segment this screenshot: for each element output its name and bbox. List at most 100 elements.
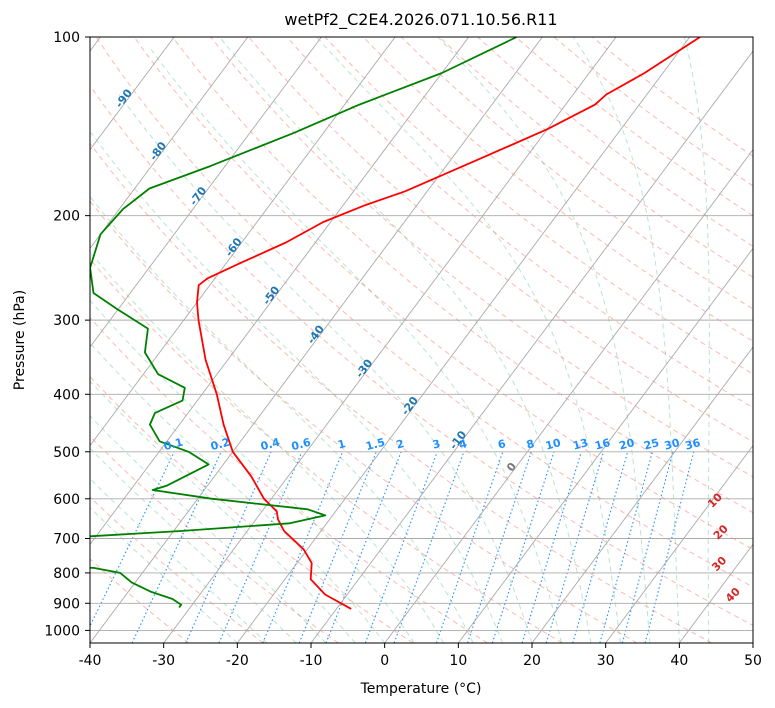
mixing-ratio-line <box>218 451 303 643</box>
x-tick-label: 50 <box>744 653 762 669</box>
moist-adiabat-line <box>90 342 386 643</box>
dry-adiabat-line <box>400 37 753 310</box>
x-tick-label: -20 <box>226 653 249 669</box>
x-tick-label: 0 <box>380 653 389 669</box>
moist-adiabat-line <box>90 251 445 643</box>
isobars <box>90 37 753 631</box>
isotherm-label: -70 <box>187 184 210 208</box>
isotherm-line <box>310 50 753 643</box>
dry-adiabat-line <box>90 558 190 643</box>
y-tick-label: 300 <box>53 313 80 329</box>
moist-adiabat-line <box>219 37 592 643</box>
isotherm-label: 0 <box>504 460 519 474</box>
plot-frame <box>89 36 754 644</box>
y-tick-label: 500 <box>53 445 80 461</box>
moist-adiabat-line <box>316 37 621 643</box>
theta-label: 20 <box>711 522 731 542</box>
mixing-ratio-label: 0.2 <box>209 436 231 454</box>
isotherm-label: -80 <box>147 139 170 163</box>
dry-adiabat-line <box>90 142 712 643</box>
y-tick-label: 900 <box>53 596 80 612</box>
moist-adiabat-line <box>90 132 503 643</box>
isotherm-line <box>457 247 753 643</box>
mixing-ratio-lines <box>90 451 695 643</box>
mixing-ratio-line <box>545 451 604 643</box>
x-tick-label: -40 <box>79 653 102 669</box>
mixing-ratio-line <box>185 451 272 643</box>
profiles <box>90 37 701 610</box>
moist-adiabat-line <box>118 94 533 643</box>
mixing-ratio-label: 2 <box>395 437 406 452</box>
plot-area: -100-90-80-70-60-50-40-30-20-100 0.1 0.2 0… <box>90 37 753 643</box>
mixing-ratio-label: 1 <box>336 437 347 452</box>
y-tick-label: 600 <box>53 492 80 508</box>
x-tick-label: 20 <box>523 653 541 669</box>
dry-adiabats <box>90 37 753 643</box>
dry-adiabat-line <box>90 200 638 643</box>
moist-adiabat-line <box>150 49 562 643</box>
mixing-ratio-label: 30 <box>663 436 681 453</box>
isotherm-line <box>531 346 753 643</box>
x-tick-label: 30 <box>597 653 615 669</box>
isotherm-label: -40 <box>305 323 328 347</box>
isotherm-line <box>752 642 753 643</box>
dry-adiabat-line <box>210 37 753 478</box>
mixing-ratio-label: 20 <box>618 436 636 453</box>
x-axis-label: Temperature (°C) <box>360 681 482 697</box>
mixing-ratio-line <box>131 451 222 643</box>
x-tick-label: -10 <box>300 653 323 669</box>
moist-adiabat-line <box>90 380 356 643</box>
mixing-ratio-label: 10 <box>544 436 562 453</box>
mixing-ratio-label: 0.4 <box>259 436 282 454</box>
isotherm-line <box>90 37 175 151</box>
x-tick-label: -30 <box>152 653 175 669</box>
mixing-ratio-line <box>325 451 402 643</box>
dry-adiabat-line <box>553 37 753 187</box>
mixing-ratio-label: 3 <box>431 437 442 452</box>
y-tick-label: 800 <box>53 566 80 582</box>
isotherms <box>90 37 753 643</box>
isotherm-line <box>163 37 617 643</box>
dewpoint-profile-line <box>90 37 518 609</box>
mixing-ratio-line <box>298 451 377 643</box>
moist-adiabat-line <box>437 37 651 643</box>
dry-adiabat-line <box>362 37 753 342</box>
isotherm-labels: -100-90-80-70-60-50-40-30-20-100 <box>90 44 519 474</box>
theta-label: 40 <box>723 585 743 605</box>
isotherm-line <box>236 37 691 643</box>
mixing-ratio-line <box>572 451 629 643</box>
dry-adiabat-line <box>90 258 563 643</box>
y-axis: 100 200 300 400 500 600 700 800 900 1000 <box>44 30 90 639</box>
isotherm-line <box>605 444 753 643</box>
isotherm-line <box>90 37 396 447</box>
mixing-ratio-line <box>491 451 555 643</box>
moist-adiabat-line <box>683 37 710 643</box>
x-tick-label: 40 <box>670 653 688 669</box>
isotherm-label: -50 <box>260 283 283 307</box>
isotherm-line <box>384 148 753 643</box>
dry-adiabat-line <box>95 37 753 588</box>
dry-adiabat-line <box>172 37 753 514</box>
isotherm-label: -30 <box>353 356 376 380</box>
mixing-ratio-label: 0.1 <box>162 436 184 454</box>
mixing-ratio-labels: 0.1 0.2 0.4 0.6 1 1.5 2 3 4 6 8 10 13 16 20 25 30 36 <box>162 436 702 454</box>
dry-adiabat-line <box>90 496 264 643</box>
x-axis: -40 -30 -20 -10 0 10 20 30 40 50 <box>79 643 762 669</box>
moist-adiabats <box>90 37 710 643</box>
mixing-ratio-line <box>393 451 465 643</box>
mixing-ratio-label: 8 <box>525 437 536 452</box>
dry-adiabat-line <box>477 37 753 247</box>
mixing-ratio-label: 1.5 <box>364 436 386 454</box>
temperature-profile-line <box>196 37 701 610</box>
dry-adiabat-line <box>90 84 753 626</box>
isotherm-line <box>678 543 753 643</box>
moist-adiabat-line <box>90 415 327 643</box>
y-axis-label: Pressure (hPa) <box>12 290 28 390</box>
y-tick-label: 1000 <box>44 623 80 639</box>
mixing-ratio-label: 36 <box>684 436 702 453</box>
dry-adiabat-line <box>439 37 753 278</box>
isotherm-line <box>90 37 470 546</box>
moist-adiabat-line <box>90 478 268 643</box>
